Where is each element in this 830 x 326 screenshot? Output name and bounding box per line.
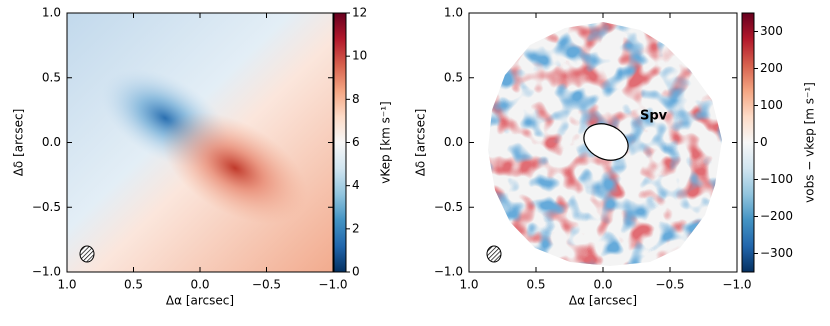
colorbar-tick-label: 6 [352,135,360,149]
x-tick-label: −1.0 [722,278,751,292]
x-axis-label: Δα [arcsec] [569,294,637,308]
inner-mask [583,123,629,161]
y-tick-label: −0.5 [434,200,463,214]
colorbar [333,12,347,273]
annotation: Spv [640,109,668,124]
colorbar-tick-label: −100 [760,172,793,186]
colorbar-label: vKep [km s⁻¹] [379,101,393,183]
colorbar-tick-label: −300 [760,246,793,260]
x-axis-label: Δα [arcsec] [166,294,234,308]
y-tick-label: 0.0 [42,135,61,149]
beam [79,245,95,263]
x-tick-label: 0.5 [526,278,545,292]
x-tick-label: 1.0 [459,278,478,292]
y-tick-label: 0.5 [444,70,463,84]
colorbar-tick-label: 100 [760,98,783,112]
colorbar-tick-label: 300 [760,24,783,38]
colorbar-tick-label: 4 [352,178,360,192]
x-tick-label: 0.0 [190,278,209,292]
y-tick-label: 1.0 [42,6,61,20]
y-axis-label: Δδ [arcsec] [414,109,428,177]
x-tick-label: 0.5 [124,278,143,292]
x-tick-label: −1.0 [318,278,347,292]
beam [486,245,502,263]
colorbar-tick-label: 0 [352,265,360,279]
x-tick-label: −0.5 [655,278,684,292]
colorbar-tick-label: 0 [760,135,768,149]
colorbar-tick-label: 12 [352,6,367,20]
velocity-map [67,13,333,272]
y-axis-label: Δδ [arcsec] [12,109,26,177]
x-tick-label: −0.5 [252,278,281,292]
colorbar [741,12,755,273]
colorbar-label: vobs − vkep [m s⁻¹] [803,82,817,203]
colorbar-tick-label: −200 [760,209,793,223]
y-tick-label: −1.0 [434,265,463,279]
y-tick-label: −0.5 [32,200,61,214]
y-tick-label: −1.0 [32,265,61,279]
y-tick-label: 0.5 [42,70,61,84]
colorbar-tick-label: 8 [352,92,360,106]
x-tick-label: 0.0 [593,278,612,292]
x-tick-label: 1.0 [57,278,76,292]
colorbar-tick-label: 2 [352,221,360,235]
colorbar-tick-label: 200 [760,61,783,75]
y-tick-label: 1.0 [444,6,463,20]
y-tick-label: 0.0 [444,135,463,149]
colorbar-tick-label: 10 [352,49,367,63]
